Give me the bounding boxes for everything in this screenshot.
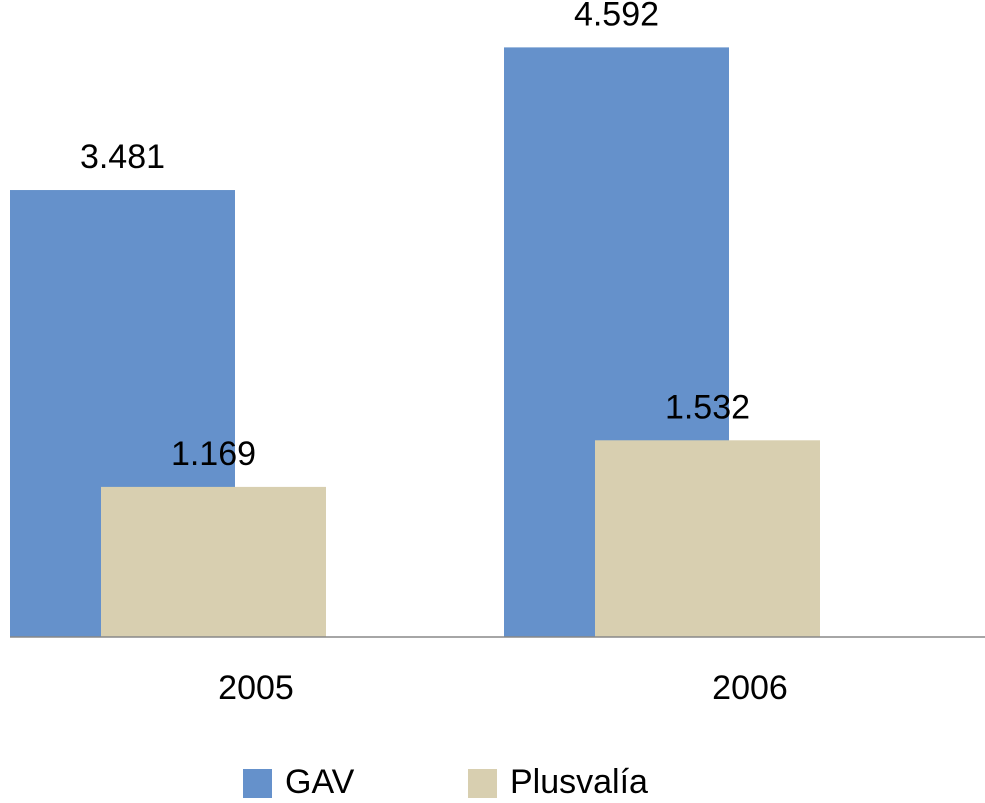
bar [595, 440, 820, 637]
data-label: 3.481 [80, 138, 165, 176]
bar [101, 486, 326, 637]
x-tick-label: 2006 [712, 669, 788, 707]
data-label: 1.169 [171, 435, 256, 473]
x-tick-label: 2005 [218, 669, 294, 707]
legend-label: Plusvalía [510, 763, 648, 801]
legend-label: GAV [285, 763, 355, 801]
legend-swatch [243, 769, 272, 798]
legend-swatch [468, 769, 497, 798]
data-label: 4.592 [574, 0, 659, 33]
data-label: 1.532 [665, 388, 750, 426]
